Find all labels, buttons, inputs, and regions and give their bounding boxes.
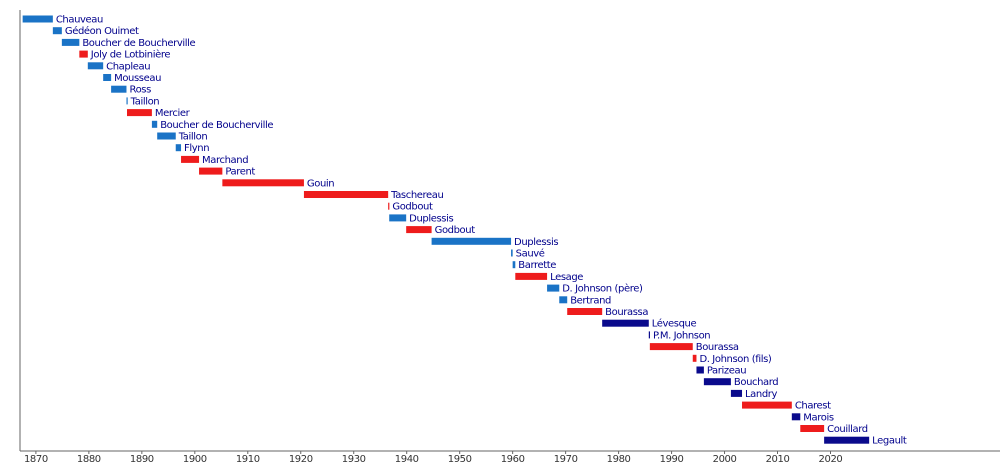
- x-tick-label: 1920: [289, 454, 313, 465]
- bar-label: D. Johnson (père): [562, 283, 643, 295]
- x-tick-label: 1960: [501, 454, 525, 465]
- bar-label: Boucher de Boucherville: [160, 120, 273, 131]
- bar-label: Marois: [803, 412, 834, 423]
- bar-label: Chapleau: [106, 61, 150, 72]
- bar: [22, 15, 53, 23]
- bar-label: Landry: [745, 389, 777, 400]
- bar-label: Bouchard: [734, 377, 778, 388]
- bar: [742, 401, 792, 409]
- bar: [730, 389, 743, 397]
- bar: [181, 155, 200, 163]
- bar: [127, 109, 152, 117]
- bar: [696, 366, 704, 374]
- bar: [512, 261, 516, 269]
- bar-label: Marchand: [202, 155, 248, 166]
- x-tick-label: 1900: [183, 454, 207, 465]
- bar-label: Couillard: [827, 424, 868, 435]
- bar-label: Bourassa: [605, 307, 648, 318]
- bar: [389, 214, 407, 222]
- bar-label: Mercier: [155, 108, 191, 119]
- bar: [791, 413, 801, 421]
- bar: [602, 319, 649, 327]
- x-tick-label: 1930: [342, 454, 366, 465]
- bar: [692, 354, 697, 362]
- bar-label: Flynn: [184, 143, 209, 154]
- x-tick-label: 2000: [713, 454, 737, 465]
- bar-label: Legault: [872, 436, 907, 447]
- bar: [151, 120, 158, 128]
- bar: [567, 308, 603, 315]
- bar: [87, 62, 104, 70]
- bar-label: Duplessis: [514, 237, 558, 248]
- x-tick-label: 1870: [24, 454, 48, 465]
- bar-label: P.M. Johnson: [653, 330, 710, 341]
- bar: [61, 38, 80, 46]
- x-tick-label: 2020: [819, 454, 843, 465]
- bar: [303, 191, 389, 198]
- x-tick-label: 1940: [395, 454, 419, 465]
- x-tick-label: 1980: [607, 454, 631, 465]
- bar-label: Taillon: [178, 132, 208, 143]
- bar-label: Barrette: [518, 260, 556, 271]
- bar: [157, 132, 176, 140]
- bar-label: Bertrand: [570, 295, 611, 306]
- bar: [388, 202, 390, 210]
- bar: [511, 249, 513, 257]
- x-tick-label: 1890: [130, 454, 154, 465]
- bar-label: Charest: [795, 401, 831, 412]
- bar-label: Taschereau: [390, 190, 443, 201]
- bar: [103, 74, 112, 81]
- bar-label: D. Johnson (fils): [699, 354, 771, 365]
- bar-label: Mousseau: [114, 73, 161, 84]
- bar-label: Lévesque: [652, 318, 697, 330]
- bar: [800, 425, 825, 432]
- bar: [515, 272, 548, 280]
- bar-label: Ross: [129, 85, 151, 96]
- bar-label: Joly de Lotbinière: [90, 49, 171, 61]
- x-tick-label: 1970: [554, 454, 578, 465]
- x-tick-label: 1880: [77, 454, 101, 465]
- bar: [406, 226, 432, 234]
- bar-label: Parizeau: [707, 366, 746, 377]
- bar-label: Gédéon Ouimet: [65, 25, 139, 37]
- bar: [547, 284, 560, 292]
- x-tick-label: 1990: [660, 454, 684, 465]
- bar-label: Chauveau: [56, 15, 103, 26]
- bar-label: Duplessis: [409, 213, 453, 224]
- bar-label: Bourassa: [696, 342, 739, 353]
- bar: [431, 237, 512, 245]
- bar-label: Parent: [225, 167, 255, 178]
- bar: [126, 97, 128, 105]
- bar: [649, 343, 693, 351]
- bar-label: Godbout: [392, 202, 433, 213]
- bar: [222, 179, 304, 187]
- bar-label: Taillon: [130, 96, 160, 107]
- x-tick-label: 1950: [448, 454, 472, 465]
- bar-label: Boucher de Boucherville: [82, 38, 195, 49]
- bar-label: Godbout: [435, 225, 476, 236]
- x-tick-label: 1910: [236, 454, 260, 465]
- bar: [559, 296, 568, 304]
- bar: [79, 50, 88, 58]
- bar: [175, 144, 182, 152]
- bar: [52, 27, 62, 35]
- bar-label: Lesage: [550, 272, 583, 283]
- bar-label: Gouin: [307, 178, 334, 189]
- bar: [199, 167, 223, 175]
- bar: [648, 331, 650, 339]
- bar: [703, 378, 731, 386]
- bar: [824, 436, 870, 444]
- bar-label: Sauvé: [516, 248, 545, 260]
- x-tick-label: 2010: [766, 454, 790, 465]
- bar: [111, 85, 127, 93]
